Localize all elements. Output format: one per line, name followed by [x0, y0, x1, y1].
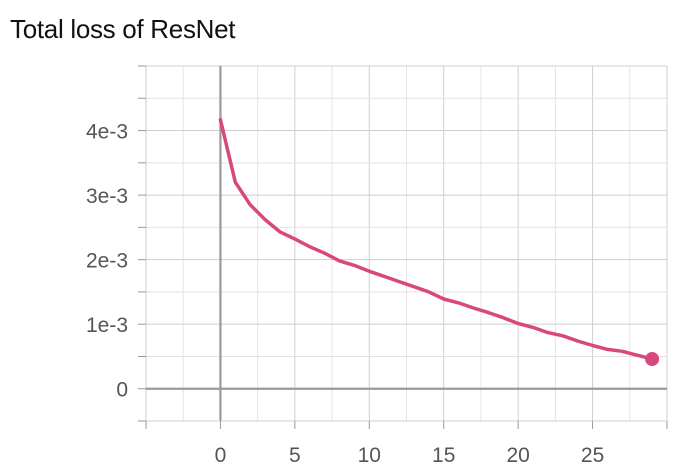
series-line: [218, 117, 654, 361]
y-tick-label: 3e-3: [86, 185, 128, 208]
x-tick-label: 0: [215, 444, 227, 467]
x-tick-label: 15: [432, 444, 455, 467]
x-axis-ticks: 0 5 10 15 20 25: [215, 444, 605, 467]
axes: [138, 65, 668, 429]
grid-lines: [145, 65, 668, 422]
y-tick-label: 4e-3: [86, 121, 128, 144]
y-tick-label: 0: [116, 379, 128, 402]
x-tick-label: 5: [289, 444, 301, 467]
y-tick-label: 2e-3: [86, 250, 128, 273]
x-tick-label: 10: [358, 444, 381, 467]
y-axis-ticks: 0 1e-3 2e-3 3e-3 4e-3: [86, 121, 128, 402]
series: [218, 117, 660, 367]
x-tick-label: 20: [506, 444, 529, 467]
series-end-point: [645, 352, 660, 367]
x-tick-label: 25: [581, 444, 604, 467]
y-tick-label: 1e-3: [86, 314, 128, 337]
chart-title: Total loss of ResNet: [10, 14, 236, 44]
